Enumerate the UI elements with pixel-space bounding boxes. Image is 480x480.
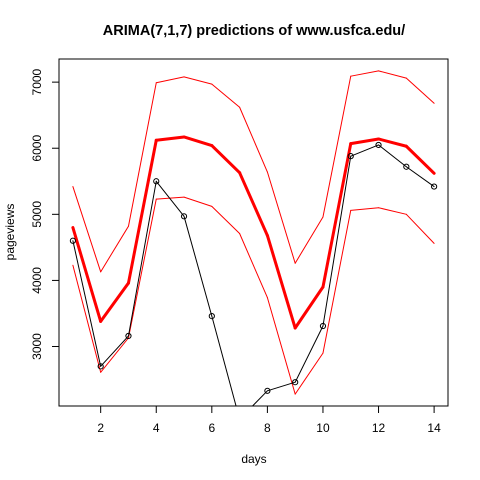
upper-bound-segment (378, 70, 407, 79)
actual-point (97, 363, 104, 370)
upper-bound-segment (350, 70, 380, 77)
series-layer (69, 70, 438, 422)
prediction-segment (265, 233, 297, 330)
y-axis-label: pageviews (3, 204, 17, 261)
lower-bound-segment (100, 337, 129, 373)
actual-segment (183, 215, 213, 317)
actual-point (375, 141, 382, 149)
upper-bound-segment (294, 216, 324, 264)
upper-bound-segment (72, 186, 102, 273)
actual-segment (155, 180, 185, 217)
actual-point (69, 237, 76, 244)
prediction-segment (154, 135, 186, 142)
actual-segment (266, 381, 296, 392)
y-tick-label: 4000 (30, 267, 44, 294)
actual-point (347, 153, 354, 160)
x-tick-label: 2 (97, 421, 104, 435)
series-prediction (71, 135, 436, 330)
y-axis: 3000 4000 5000 6000 7000 (30, 68, 59, 360)
upper-bound-segment (155, 76, 185, 84)
actual-segment (294, 325, 324, 383)
lower-bound-segment (239, 232, 268, 299)
lower-bound-segment (322, 209, 352, 354)
x-tick-label: 8 (264, 421, 271, 435)
x-axis-label: days (241, 452, 266, 466)
actual-point (319, 322, 327, 330)
upper-bound-segment (239, 106, 268, 173)
y-tick-label: 7000 (30, 68, 44, 95)
x-tick-label: 12 (372, 421, 386, 435)
actual-point (292, 379, 299, 386)
actual-segment (211, 315, 237, 406)
x-tick-label: 14 (427, 421, 441, 435)
upper-bound-segment (266, 171, 296, 264)
prediction-segment (349, 137, 381, 146)
lower-bound-segment (405, 213, 435, 244)
prediction-segment (182, 135, 214, 148)
actual-segment (405, 166, 435, 188)
x-axis: 2 4 6 8 10 12 14 (97, 406, 441, 435)
chart-title: ARIMA(7,1,7) predictions of www.usfca.ed… (103, 23, 405, 39)
actual-segment (127, 180, 157, 337)
actual-segment (378, 144, 407, 168)
upper-bound-segment (211, 83, 241, 108)
lower-bound-segment (183, 196, 213, 207)
x-tick-label: 4 (153, 421, 160, 435)
x-tick-label: 6 (208, 421, 215, 435)
series-actual (69, 141, 438, 422)
actual-point (180, 213, 188, 220)
series-lower-bound (72, 196, 435, 395)
actual-segment (350, 144, 380, 157)
actual-point (403, 163, 410, 170)
upper-bound-segment (100, 225, 129, 273)
y-tick-label: 3000 (30, 333, 44, 360)
upper-bound-segment (183, 76, 213, 85)
actual-point (125, 332, 132, 340)
actual-point (237, 417, 242, 422)
lower-bound-segment (378, 207, 407, 215)
actual-segment (100, 335, 129, 367)
prediction-segment (377, 137, 408, 148)
prediction-segment (210, 144, 242, 175)
lower-bound-segment (211, 205, 241, 234)
actual-point (208, 313, 215, 320)
lower-bound-segment (266, 297, 296, 395)
plot-frame (58, 58, 449, 407)
prediction-segment (126, 138, 158, 285)
lower-bound-segment (294, 352, 324, 395)
upper-bound-segment (127, 82, 157, 227)
lower-bound-segment (72, 264, 102, 373)
upper-bound-segment (405, 77, 435, 104)
series-upper-bound (72, 70, 435, 273)
actual-point (431, 183, 438, 190)
prediction-segment (238, 171, 269, 237)
actual-segment (322, 155, 352, 327)
prediction-segment (71, 226, 103, 323)
x-tick-label: 10 (316, 421, 330, 435)
actual-point (264, 387, 271, 394)
actual-point (153, 178, 160, 185)
prediction-segment (321, 142, 353, 289)
y-tick-label: 6000 (30, 135, 44, 162)
upper-bound-segment (322, 75, 352, 218)
prediction-segment (99, 281, 130, 323)
y-tick-label: 5000 (30, 201, 44, 228)
prediction-segment (404, 144, 436, 175)
actual-segment (72, 240, 102, 367)
lower-bound-segment (127, 198, 157, 339)
lower-bound-segment (350, 207, 380, 211)
prediction-segment (293, 285, 325, 330)
actual-segment (251, 390, 268, 406)
